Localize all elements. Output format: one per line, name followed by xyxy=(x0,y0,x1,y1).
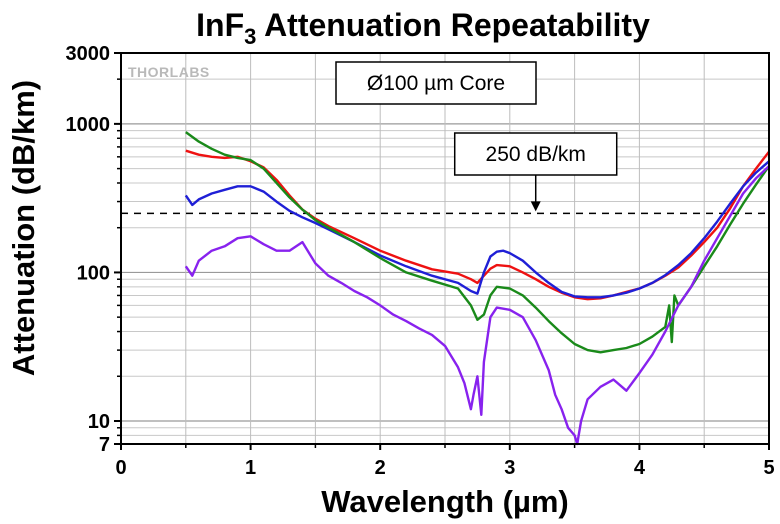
annotation-box xyxy=(335,61,537,105)
y-tick-label: 7 xyxy=(99,434,110,456)
x-tick-label: 1 xyxy=(245,457,256,479)
series-line-3 xyxy=(185,131,770,354)
series-line-1 xyxy=(185,149,770,301)
series-line-2 xyxy=(184,160,770,299)
reference-arrow-head xyxy=(530,201,541,212)
x-tick-label: 2 xyxy=(375,457,386,479)
chart-title: InF3 Attenuation Repeatability xyxy=(196,7,650,49)
thorlabs-logo: THORLABS xyxy=(128,64,210,80)
y-tick-label: 100 xyxy=(77,262,110,284)
reference-line-group: 250 dB/km xyxy=(121,132,769,215)
series-lines xyxy=(184,131,770,446)
x-tick-label: 5 xyxy=(763,457,774,479)
y-tick-label: 1000 xyxy=(66,114,111,136)
axis-ticks: 0 1 2 3 4 5 710 100 1000 3000 xyxy=(66,43,775,479)
y-tick-label: 10 xyxy=(88,411,110,433)
x-tick-label: 4 xyxy=(634,457,646,479)
series-line-4 xyxy=(184,165,770,446)
x-tick-label: 3 xyxy=(504,457,515,479)
x-tick-label: 0 xyxy=(115,457,126,479)
x-axis-label: Wavelength (µm) xyxy=(321,484,569,519)
y-axis-label: Attenuation (dB/km) xyxy=(6,80,41,376)
y-tick-label: 3000 xyxy=(66,43,111,65)
core-annotation: Ø100 µm Core xyxy=(367,72,505,95)
reference-label: 250 dB/km xyxy=(486,143,586,166)
